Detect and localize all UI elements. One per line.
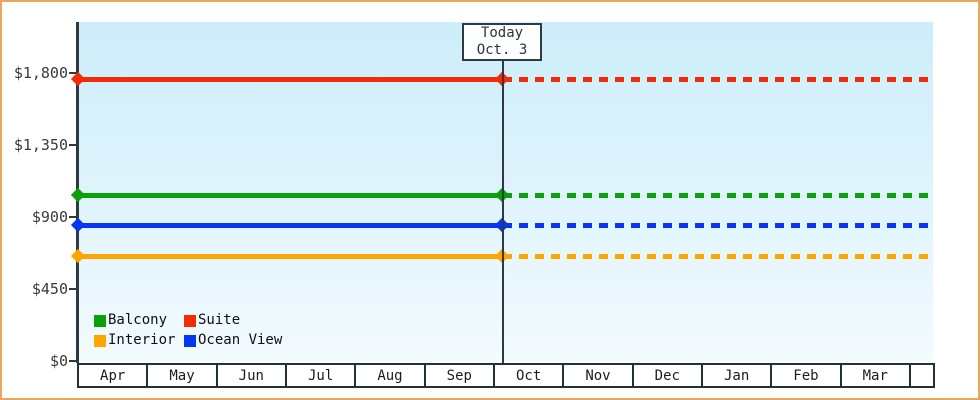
balcony-swatch-icon <box>94 314 106 327</box>
today-vertical-line <box>502 60 504 363</box>
legend-label: Suite <box>198 312 241 328</box>
legend-item-suite: Suite <box>184 312 282 328</box>
y-axis-tick-label: $1,800 <box>13 64 68 82</box>
suite-line-solid <box>79 76 503 82</box>
month-cell-may: May <box>146 365 215 386</box>
y-axis-tick-label: $0 <box>49 352 68 370</box>
ocean-view-line-solid <box>79 222 503 228</box>
interior-line-dashed <box>503 253 933 259</box>
month-cell-dec: Dec <box>631 365 701 386</box>
month-cell-apr: Apr <box>77 365 146 386</box>
x-axis-month-row: Apr May Jun Jul Aug Sep Oct Nov Dec Jan … <box>77 363 935 388</box>
legend: Balcony Suite Interior Ocean View <box>94 312 283 348</box>
interior-line-solid <box>79 253 503 259</box>
y-axis-tick-mark <box>69 216 77 218</box>
month-cell-oct: Oct <box>492 365 562 386</box>
balcony-line-solid <box>79 192 503 198</box>
month-cell-aug: Aug <box>354 365 423 386</box>
month-cell-jun: Jun <box>215 365 285 386</box>
legend-label: Interior <box>108 332 176 348</box>
balcony-line-dashed <box>503 192 933 198</box>
today-date: Oct. 3 <box>476 42 528 58</box>
y-axis-tick-mark <box>69 360 77 362</box>
y-axis-tick-mark <box>69 144 77 146</box>
month-cell-sep: Sep <box>423 365 493 386</box>
y-axis-tick-label: $900 <box>31 208 68 226</box>
month-cell-nov: Nov <box>562 365 631 386</box>
y-axis-tick-label: $1,350 <box>13 136 68 154</box>
ocean-view-swatch-icon <box>184 334 196 347</box>
ocean-view-line-dashed <box>503 222 933 228</box>
suite-line-dashed <box>503 76 933 82</box>
legend-item-balcony: Balcony <box>94 312 184 328</box>
suite-swatch-icon <box>184 314 196 327</box>
month-cell-feb: Feb <box>770 365 839 386</box>
month-cell-mar: Mar <box>839 365 909 386</box>
legend-item-interior: Interior <box>94 332 184 348</box>
legend-label: Balcony <box>108 312 168 328</box>
y-axis-tick-mark <box>69 288 77 290</box>
month-cell-jul: Jul <box>284 365 354 386</box>
interior-swatch-icon <box>94 334 106 347</box>
y-axis-tick-mark <box>69 72 77 74</box>
legend-item-ocean-view: Ocean View <box>184 332 283 348</box>
month-cell-jan: Jan <box>700 365 770 386</box>
today-annotation-box: Today Oct. 3 <box>462 23 542 61</box>
legend-label: Ocean View <box>198 332 283 348</box>
y-axis-tick-label: $450 <box>31 280 68 298</box>
month-row-filler <box>908 365 935 386</box>
today-label: Today <box>480 25 524 41</box>
